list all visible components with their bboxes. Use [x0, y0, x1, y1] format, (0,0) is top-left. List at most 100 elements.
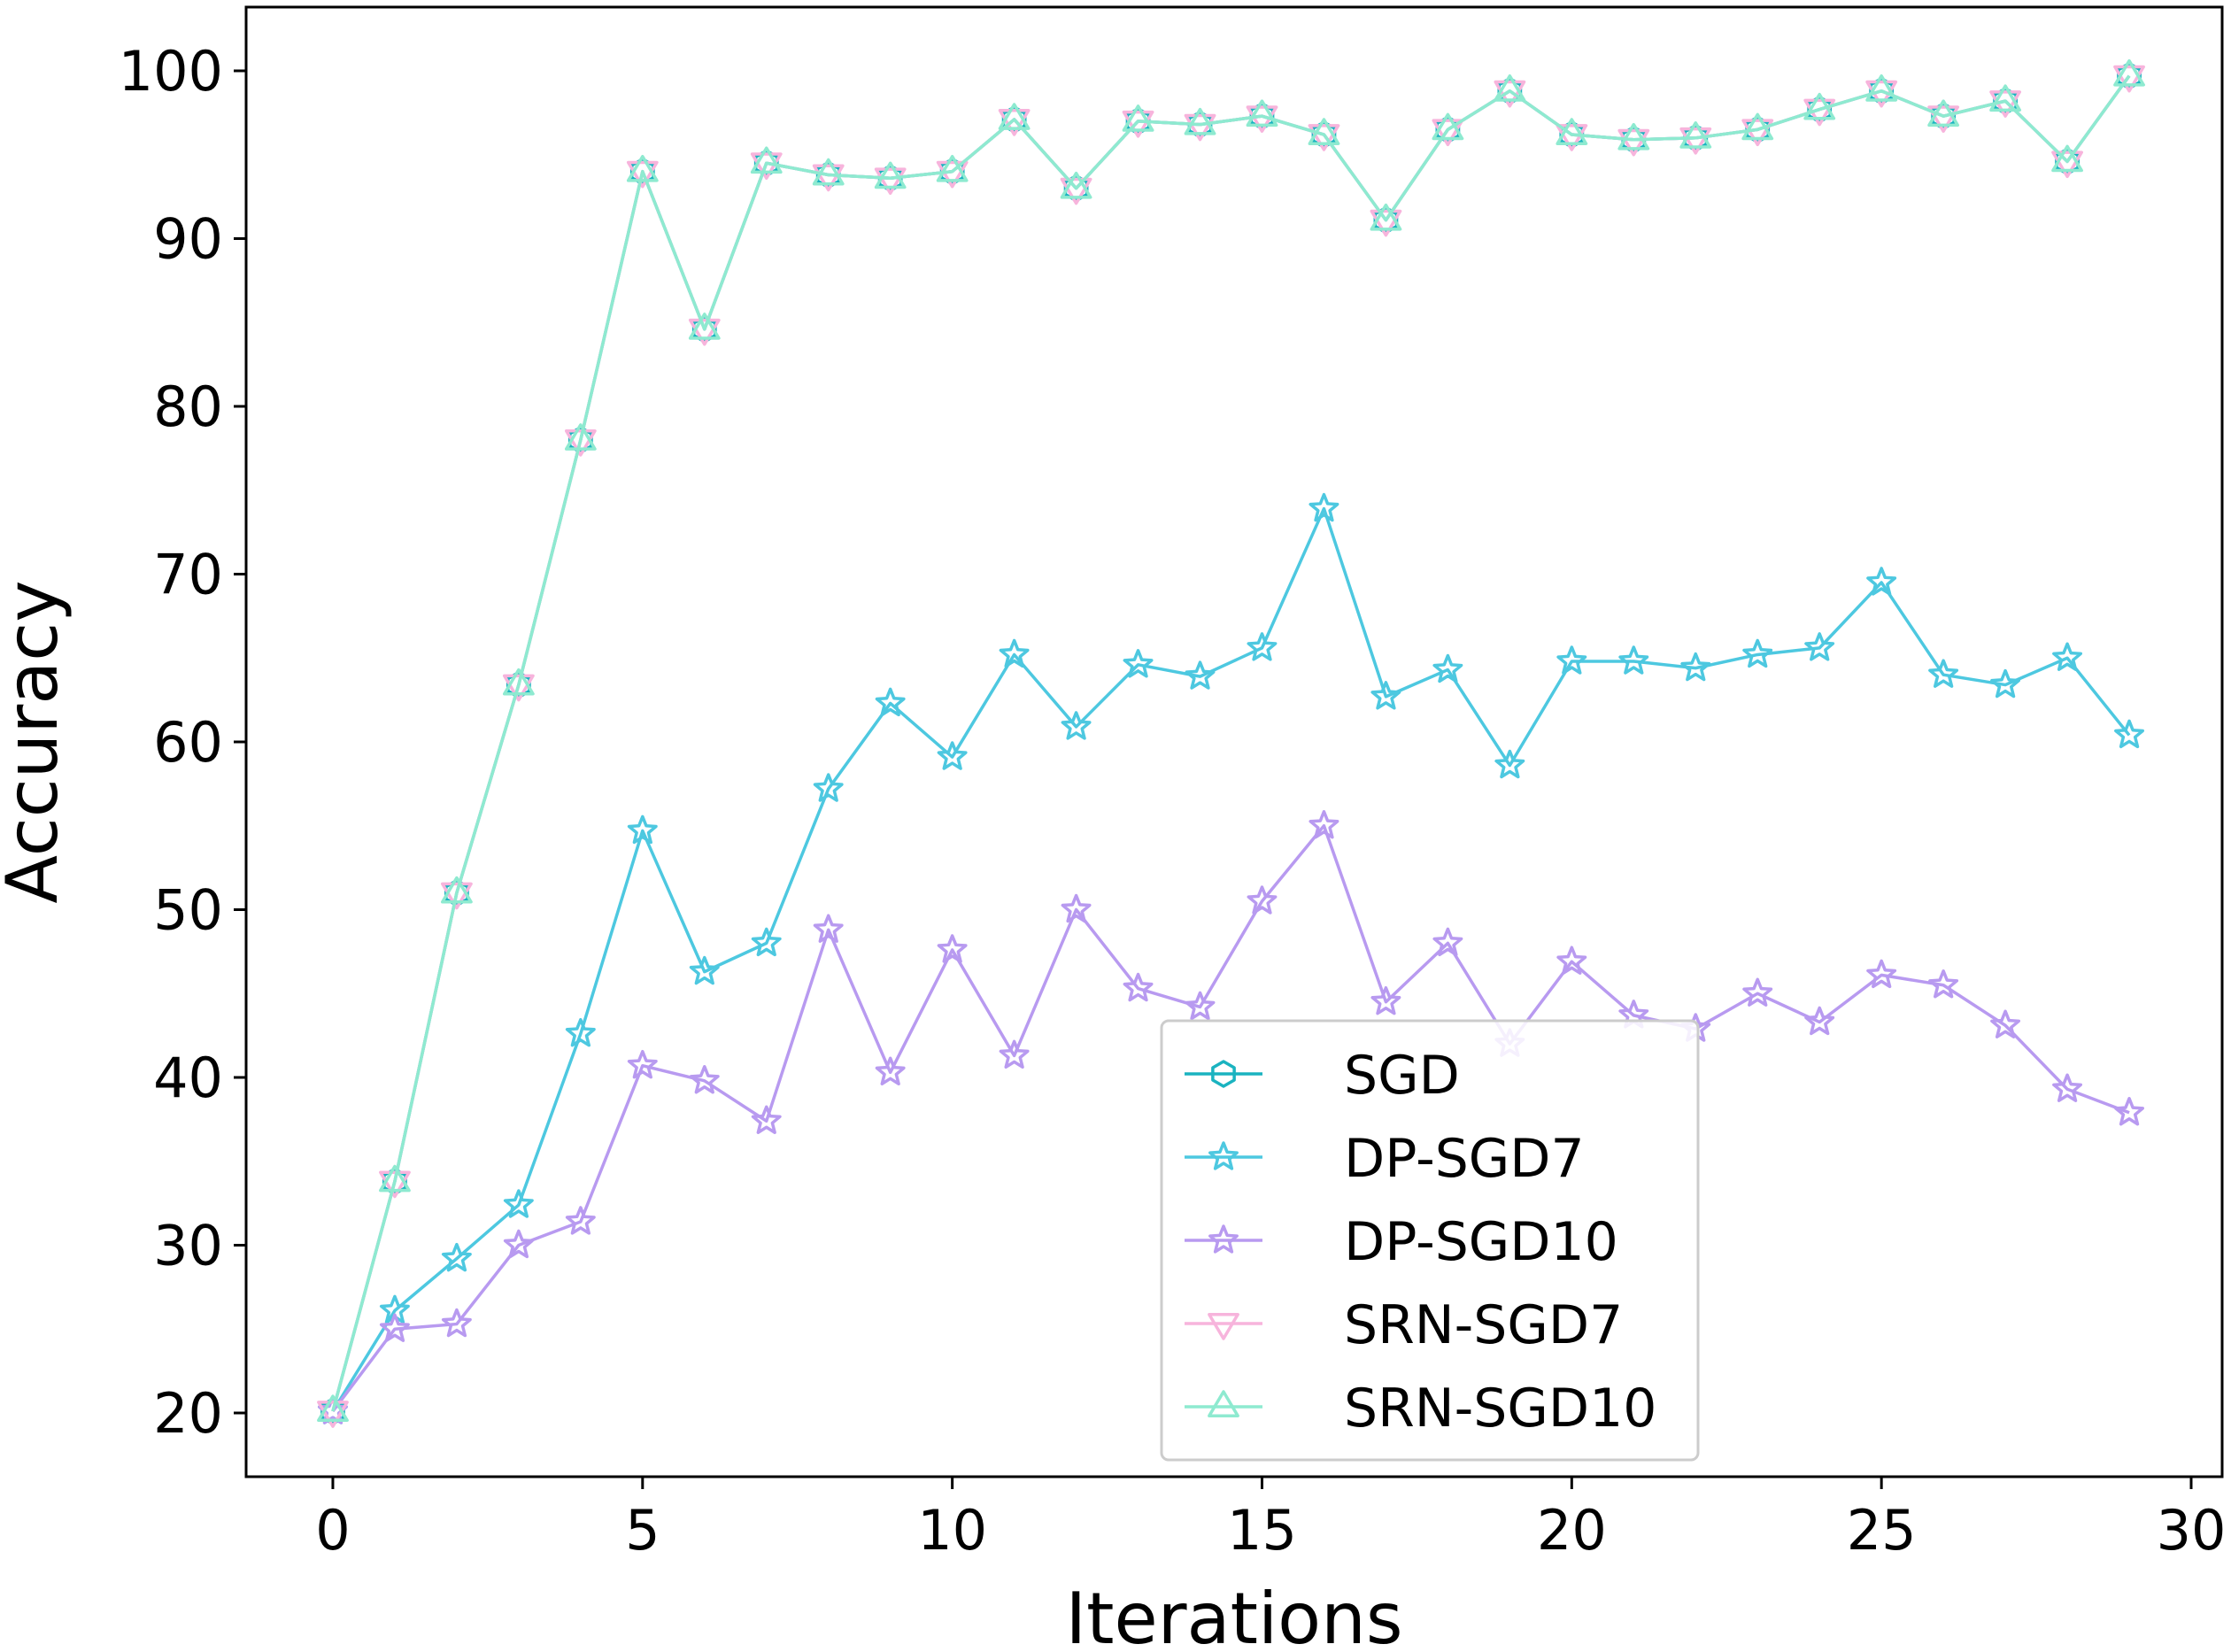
data-point-dp-sgd7: [1185, 660, 1216, 690]
series-line-dp-sgd7: [331, 506, 2131, 1413]
data-point-dp-sgd7: [1494, 749, 1525, 779]
data-point-dp-sgd7: [1804, 632, 1835, 661]
y-tick-label: 20: [153, 1381, 223, 1446]
legend-entry-dp-sgd7: DP-SGD7: [1185, 1128, 1585, 1190]
y-tick-label: 80: [153, 374, 223, 439]
data-point-dp-sgd7: [1680, 652, 1711, 682]
legend-marker-dp-sgd7: [1208, 1141, 1239, 1170]
series-dp-sgd10: [317, 810, 2145, 1424]
data-point-dp-sgd10: [1061, 893, 1092, 923]
data-point-srn-sgd7: [1679, 127, 1712, 155]
data-point-srn-sgd7: [1556, 124, 1588, 151]
data-point-dp-sgd7: [1990, 668, 2021, 699]
data-point-dp-sgd7: [1866, 567, 1897, 596]
legend-marker-sgd: [1211, 1060, 1236, 1088]
y-tick-label: 50: [153, 877, 223, 942]
data-point-srn-sgd10: [688, 313, 721, 340]
data-point-dp-sgd10: [2114, 1097, 2145, 1126]
data-point-dp-sgd7: [1370, 681, 1401, 710]
data-point-dp-sgd10: [379, 1313, 410, 1342]
data-point-dp-sgd10: [627, 1049, 658, 1079]
data-point-srn-sgd10: [1060, 171, 1092, 199]
data-point-dp-sgd10: [503, 1229, 534, 1259]
data-point-srn-sgd10: [1246, 99, 1278, 127]
data-point-dp-sgd7: [1556, 645, 1587, 675]
series-line-srn-sgd10: [331, 74, 2131, 1412]
data-point-srn-sgd10: [1741, 112, 1774, 141]
data-point-dp-sgd7: [1123, 649, 1154, 678]
plot-frame: [244, 5, 2224, 1478]
data-point-srn-sgd10: [1927, 99, 1960, 127]
data-point-dp-sgd10: [1990, 1009, 2021, 1038]
data-point-srn-sgd7: [502, 674, 535, 702]
data-point-dp-sgd7: [937, 741, 968, 770]
data-point-srn-sgd7: [1308, 124, 1340, 151]
data-point-srn-sgd7: [688, 318, 721, 346]
data-point-srn-sgd7: [1122, 110, 1154, 138]
x-tick-label: 30: [2157, 1498, 2227, 1563]
data-point-dp-sgd10: [937, 934, 968, 963]
legend-label-dp-sgd7: DP-SGD7: [1344, 1128, 1585, 1190]
y-tick-label: 90: [153, 207, 223, 272]
data-point-dp-sgd10: [441, 1308, 472, 1338]
data-point-srn-sgd10: [440, 876, 473, 904]
data-point-srn-sgd10: [1432, 112, 1464, 141]
data-point-dp-sgd10: [751, 1105, 782, 1134]
data-point-dp-sgd10: [1370, 985, 1401, 1015]
legend-marker-srn-sgd7: [1208, 1313, 1239, 1340]
series-srn-sgd10: [317, 58, 2145, 1423]
data-point-srn-sgd10: [502, 668, 535, 696]
y-tick-label: 100: [119, 39, 223, 104]
legend-entry-sgd: SGD: [1185, 1045, 1460, 1107]
data-point-srn-sgd7: [998, 109, 1031, 136]
data-point-srn-sgd10: [812, 158, 845, 186]
data-point-srn-sgd10: [1308, 118, 1340, 145]
data-point-srn-sgd7: [750, 152, 783, 180]
legend-marker-dp-sgd10: [1208, 1224, 1239, 1254]
data-point-dp-sgd10: [565, 1206, 596, 1235]
legend-label-srn-sgd7: SRN-SGD7: [1344, 1294, 1623, 1356]
y-tick-label: 60: [153, 710, 223, 775]
y-axis-label: Accuracy: [0, 580, 73, 903]
data-point-srn-sgd7: [1741, 119, 1774, 147]
y-tick-label: 30: [153, 1213, 223, 1278]
data-point-dp-sgd7: [2052, 642, 2083, 671]
data-point-srn-sgd10: [1617, 122, 1650, 151]
data-point-dp-sgd7: [813, 773, 844, 802]
data-point-dp-sgd7: [1308, 492, 1339, 522]
data-point-srn-sgd7: [1617, 128, 1650, 157]
data-point-srn-sgd10: [874, 161, 907, 189]
data-point-srn-sgd7: [440, 882, 473, 910]
data-point-dp-sgd7: [1247, 632, 1278, 661]
data-point-srn-sgd7: [812, 164, 845, 192]
data-point-srn-sgd7: [936, 160, 969, 189]
data-point-srn-sgd10: [379, 1164, 411, 1193]
data-point-dp-sgd10: [999, 1039, 1030, 1069]
data-point-dp-sgd7: [565, 1017, 596, 1047]
y-tick-label: 70: [153, 543, 223, 607]
legend: SGD DP-SGD7 DP-SGD10 SRN-SGD7 SRN-SGD10: [1160, 1019, 1700, 1462]
data-point-srn-sgd10: [1803, 92, 1836, 120]
x-tick-label: 25: [1847, 1498, 1917, 1563]
data-point-srn-sgd7: [1432, 119, 1464, 147]
data-point-dp-sgd10: [1185, 991, 1216, 1021]
data-point-dp-sgd7: [503, 1189, 534, 1218]
data-point-dp-sgd7: [1928, 659, 1959, 688]
legend-entry-srn-sgd10: SRN-SGD10: [1185, 1378, 1656, 1440]
data-point-srn-sgd10: [750, 146, 783, 174]
data-point-dp-sgd7: [1432, 653, 1463, 683]
legend-box: [1160, 1019, 1700, 1462]
data-point-dp-sgd10: [1123, 972, 1154, 1002]
data-point-dp-sgd10: [1928, 969, 1959, 999]
x-tick-label: 20: [1537, 1498, 1607, 1563]
data-point-dp-sgd10: [1432, 927, 1463, 957]
data-point-srn-sgd7: [626, 160, 659, 189]
data-point-dp-sgd7: [1742, 638, 1773, 668]
data-point-srn-sgd10: [2113, 58, 2145, 87]
x-tick-label: 0: [315, 1498, 350, 1563]
data-point-srn-sgd7: [2051, 151, 2083, 179]
data-point-srn-sgd10: [1989, 84, 2022, 112]
data-point-srn-sgd10: [626, 154, 659, 182]
data-point-dp-sgd7: [875, 687, 906, 717]
